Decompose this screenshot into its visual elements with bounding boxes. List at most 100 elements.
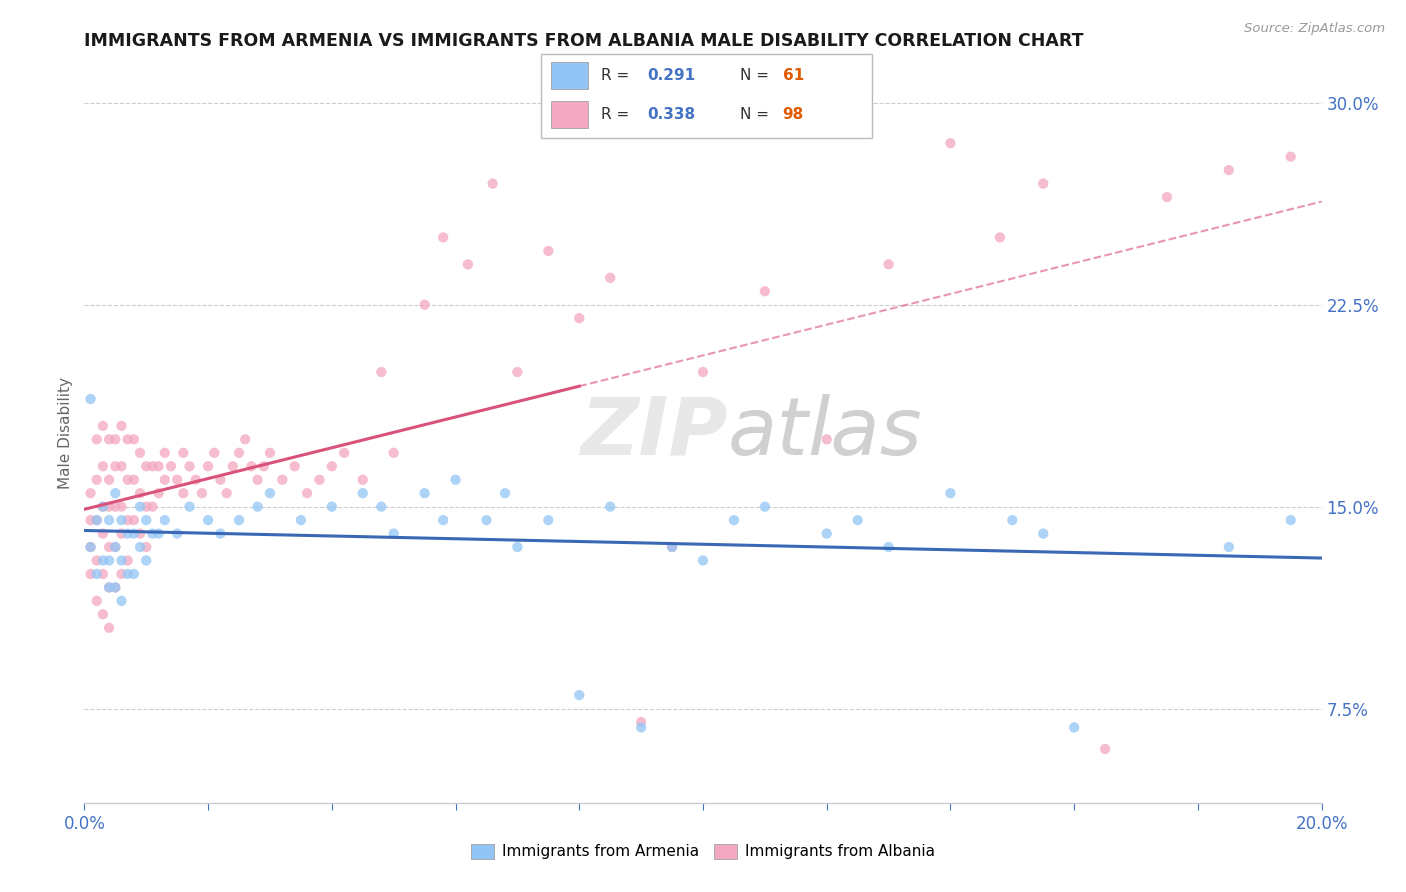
Point	[98, 581, 121, 595]
FancyBboxPatch shape	[551, 62, 588, 89]
Point	[228, 446, 250, 460]
Point	[1001, 513, 1024, 527]
Point	[117, 553, 139, 567]
Point	[413, 486, 436, 500]
Point	[1218, 163, 1240, 178]
Point	[117, 433, 139, 447]
Point	[86, 553, 108, 567]
Point	[91, 553, 114, 567]
Point	[382, 446, 405, 460]
Point	[215, 486, 238, 500]
Point	[259, 446, 281, 460]
Point	[110, 418, 132, 433]
Text: R =: R =	[600, 68, 634, 83]
Point	[98, 581, 121, 595]
Point	[1094, 742, 1116, 756]
Point	[191, 486, 214, 500]
FancyBboxPatch shape	[551, 101, 588, 128]
Point	[104, 486, 127, 500]
Point	[382, 526, 405, 541]
Point	[754, 500, 776, 514]
Point	[141, 500, 163, 514]
Point	[98, 621, 121, 635]
Point	[723, 513, 745, 527]
Point	[79, 540, 101, 554]
Point	[91, 607, 114, 622]
Point	[295, 486, 318, 500]
Text: atlas: atlas	[728, 393, 922, 472]
Point	[104, 581, 127, 595]
Point	[135, 553, 157, 567]
Point	[79, 513, 101, 527]
Point	[481, 177, 503, 191]
Point	[568, 688, 591, 702]
Point	[1063, 720, 1085, 734]
Point	[153, 473, 176, 487]
Point	[141, 526, 163, 541]
Point	[939, 136, 962, 151]
Point	[104, 459, 127, 474]
Point	[104, 433, 127, 447]
Point	[209, 473, 232, 487]
Text: ZIP: ZIP	[581, 393, 728, 472]
Point	[240, 459, 263, 474]
Point	[122, 473, 145, 487]
Point	[630, 720, 652, 734]
Point	[179, 500, 201, 514]
Point	[290, 513, 312, 527]
Point	[202, 446, 225, 460]
Legend: Immigrants from Armenia, Immigrants from Albania: Immigrants from Armenia, Immigrants from…	[465, 838, 941, 865]
Y-axis label: Male Disability: Male Disability	[58, 376, 73, 489]
Point	[91, 459, 114, 474]
Point	[79, 540, 101, 554]
Point	[104, 581, 127, 595]
Text: R =: R =	[600, 107, 634, 122]
Point	[661, 540, 683, 554]
Point	[79, 392, 101, 406]
Point	[104, 540, 127, 554]
Text: N =: N =	[740, 68, 773, 83]
Point	[1218, 540, 1240, 554]
Point	[122, 433, 145, 447]
Point	[98, 473, 121, 487]
Text: 61: 61	[783, 68, 804, 83]
Point	[754, 285, 776, 299]
Point	[537, 513, 560, 527]
Point	[321, 500, 343, 514]
Point	[129, 526, 152, 541]
Point	[1279, 513, 1302, 527]
Point	[98, 553, 121, 567]
Point	[79, 566, 101, 581]
Point	[939, 486, 962, 500]
Point	[86, 473, 108, 487]
Point	[352, 473, 374, 487]
Point	[1279, 150, 1302, 164]
Point	[184, 473, 207, 487]
Point	[91, 526, 114, 541]
Point	[233, 433, 256, 447]
Text: IMMIGRANTS FROM ARMENIA VS IMMIGRANTS FROM ALBANIA MALE DISABILITY CORRELATION C: IMMIGRANTS FROM ARMENIA VS IMMIGRANTS FR…	[84, 32, 1084, 50]
Point	[129, 500, 152, 514]
Point	[630, 714, 652, 729]
Text: N =: N =	[740, 107, 773, 122]
Point	[877, 540, 900, 554]
Point	[692, 365, 714, 379]
Point	[110, 553, 132, 567]
Point	[1156, 190, 1178, 204]
Point	[98, 500, 121, 514]
Point	[599, 500, 621, 514]
Point	[370, 500, 392, 514]
Point	[122, 526, 145, 541]
Point	[117, 526, 139, 541]
Point	[661, 540, 683, 554]
Point	[148, 526, 170, 541]
Point	[197, 459, 219, 474]
Point	[104, 540, 127, 554]
Point	[692, 553, 714, 567]
Point	[333, 446, 356, 460]
Point	[537, 244, 560, 258]
Point	[129, 486, 152, 500]
Point	[352, 486, 374, 500]
Point	[91, 500, 114, 514]
Point	[259, 486, 281, 500]
